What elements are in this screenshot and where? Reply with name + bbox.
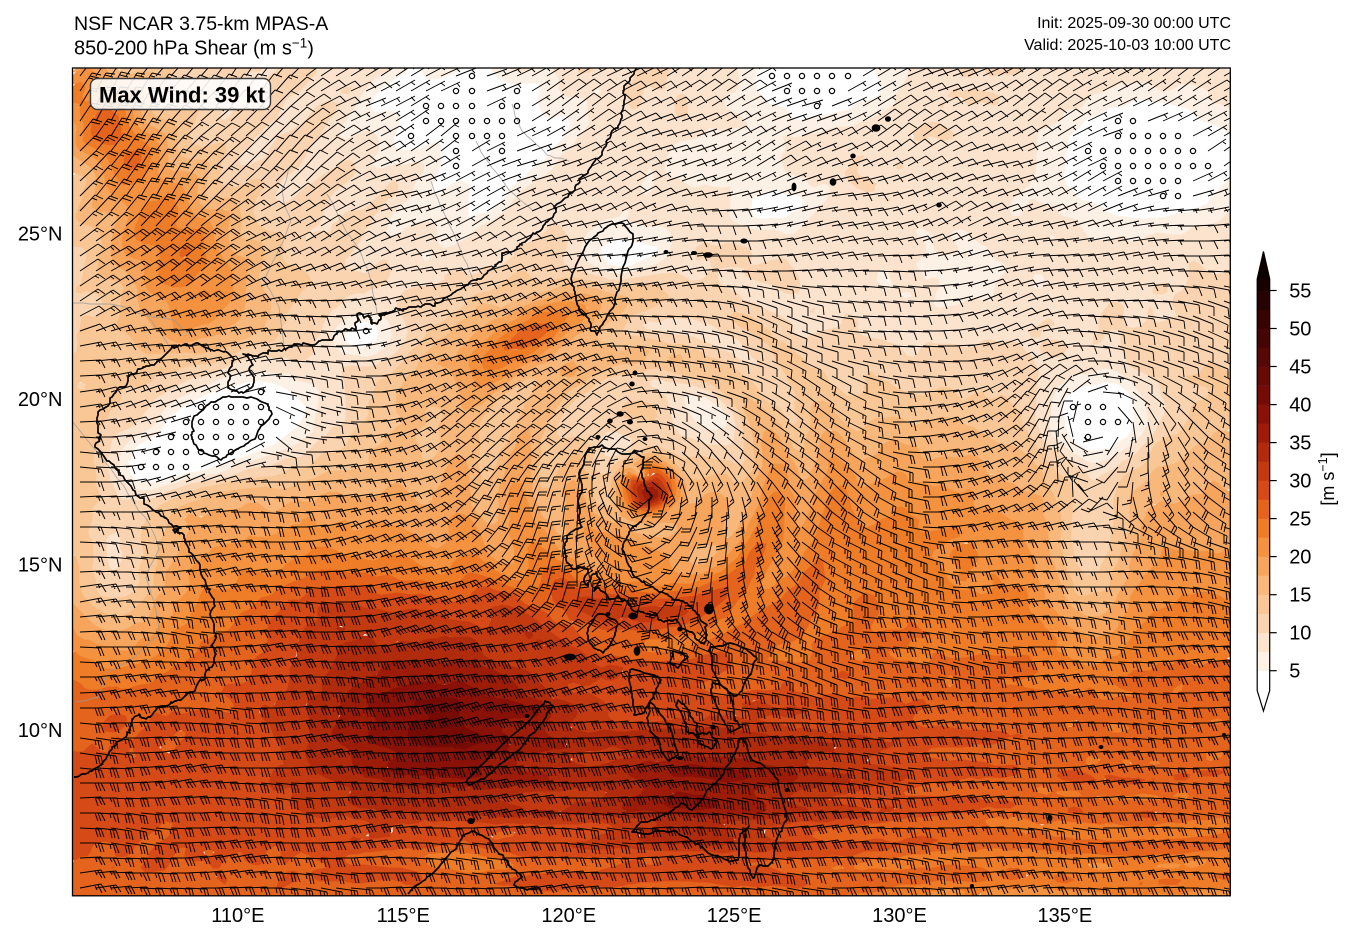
svg-text:125°E: 125°E [707, 905, 762, 927]
svg-text:5: 5 [1289, 661, 1300, 683]
svg-text:Valid: 2025-10-03 10:00 UTC: Valid: 2025-10-03 10:00 UTC [1024, 37, 1231, 54]
svg-text:25: 25 [1289, 509, 1311, 531]
svg-text:20: 20 [1289, 547, 1311, 569]
svg-text:850-200 hPa Shear (m s−1): 850-200 hPa Shear (m s−1) [74, 36, 314, 60]
svg-text:50: 50 [1289, 319, 1311, 341]
svg-text:115°E: 115°E [377, 905, 430, 927]
svg-text:120°E: 120°E [541, 905, 596, 927]
svg-text:20°N: 20°N [18, 389, 63, 411]
svg-text:15: 15 [1289, 585, 1311, 607]
svg-text:NSF NCAR 3.75-km MPAS-A: NSF NCAR 3.75-km MPAS-A [74, 13, 328, 35]
svg-text:Init: 2025-09-30 00:00 UTC: Init: 2025-09-30 00:00 UTC [1037, 15, 1231, 32]
svg-text:45: 45 [1289, 357, 1311, 379]
svg-text:110°E: 110°E [211, 905, 264, 927]
svg-text:15°N: 15°N [18, 555, 63, 577]
svg-text:35: 35 [1289, 433, 1311, 455]
svg-text:40: 40 [1289, 395, 1311, 417]
svg-text:130°E: 130°E [872, 905, 927, 927]
svg-text:10°N: 10°N [18, 720, 63, 742]
svg-text:Max Wind: 39 kt: Max Wind: 39 kt [99, 83, 266, 108]
svg-text:55: 55 [1289, 281, 1311, 303]
svg-text:10: 10 [1289, 623, 1311, 645]
svg-text:25°N: 25°N [18, 224, 63, 246]
svg-text:30: 30 [1289, 471, 1311, 493]
svg-text:135°E: 135°E [1038, 905, 1093, 927]
